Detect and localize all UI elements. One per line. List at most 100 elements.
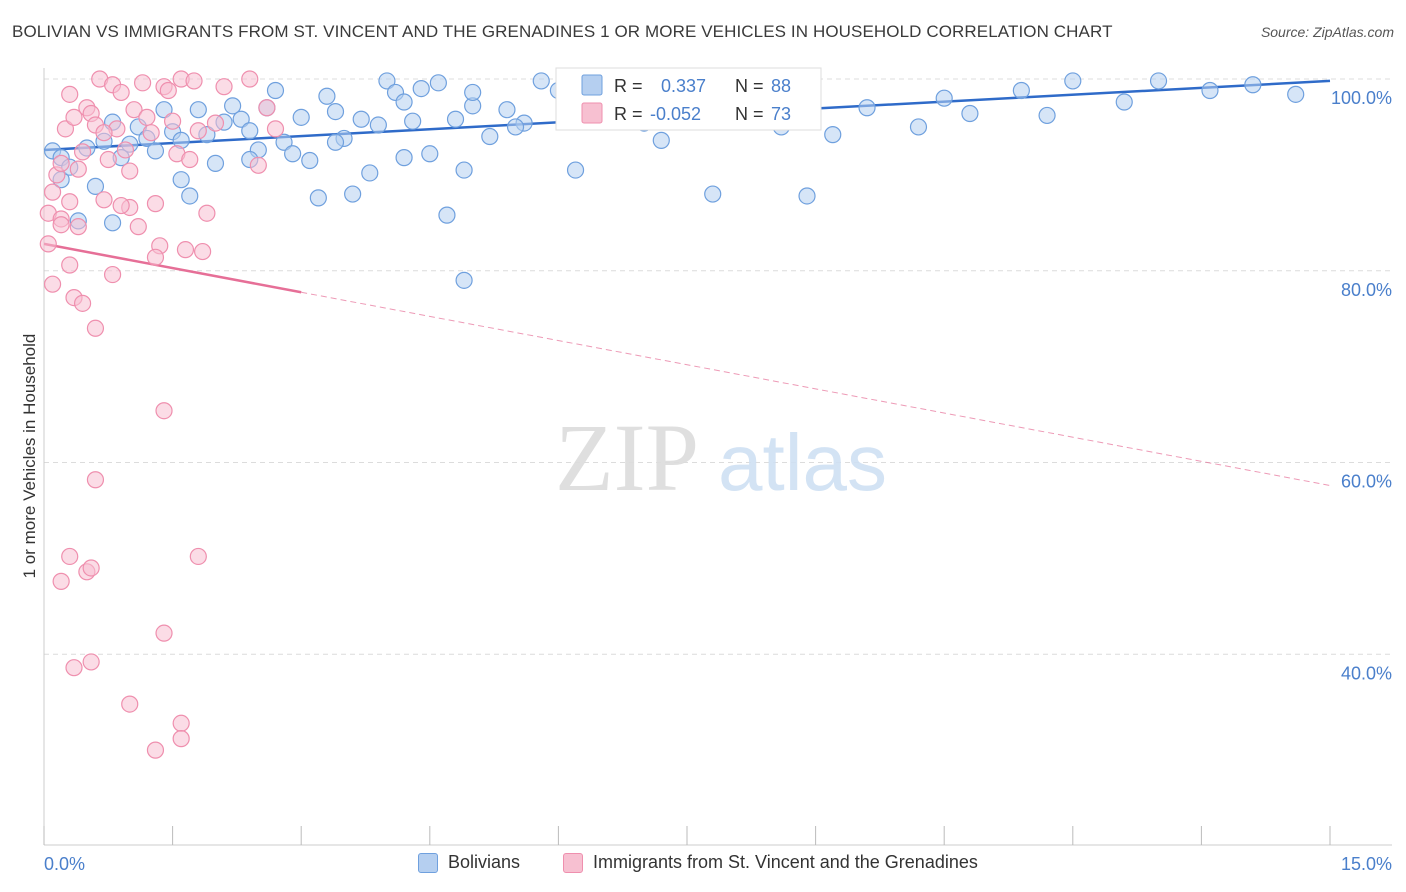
- legend-swatch-immigrants: [581, 102, 603, 124]
- immigrants-point: [172, 730, 190, 748]
- bolivians-point: [189, 101, 207, 119]
- bolivians-point: [1287, 85, 1305, 103]
- bolivians-point: [438, 206, 456, 224]
- immigrants-point: [52, 216, 70, 234]
- immigrants-point: [61, 85, 79, 103]
- bolivians-point: [455, 161, 473, 179]
- bolivians-point: [292, 108, 310, 126]
- immigrants-point: [258, 99, 276, 117]
- bolivians-point: [284, 145, 302, 163]
- immigrants-point: [138, 108, 156, 126]
- bolivians-point: [506, 118, 525, 136]
- bolivians-point: [1201, 81, 1219, 100]
- bolivians-point: [103, 214, 122, 232]
- x-tick-label-min: 0.0%: [44, 854, 85, 874]
- bolivians-point: [704, 185, 722, 203]
- bolivians-point: [464, 83, 482, 102]
- bolivians-point: [652, 131, 670, 149]
- immigrants-point: [142, 124, 160, 142]
- bolivians-point: [412, 79, 430, 98]
- legend-r-label-1: R =: [614, 76, 643, 96]
- immigrants-point: [65, 659, 83, 677]
- immigrants-point: [194, 242, 212, 261]
- legend-swatch-pink: [563, 852, 583, 873]
- x-tick-label-max: 15.0%: [1341, 854, 1392, 874]
- bolivians-point: [1244, 76, 1262, 94]
- trend-line-immigrants-solid: [43, 242, 302, 294]
- legend-label-immigrants: Immigrants from St. Vincent and the Gren…: [593, 852, 978, 872]
- bolivians-point: [824, 126, 842, 144]
- chart-title: BOLIVIAN VS IMMIGRANTS FROM ST. VINCENT …: [12, 22, 1113, 41]
- bolivians-point: [275, 133, 293, 151]
- bolivians-point: [404, 112, 422, 130]
- bolivians-point: [498, 101, 516, 119]
- bolivians-point: [378, 72, 396, 90]
- bolivians-point: [1149, 72, 1168, 90]
- bolivians-point: [326, 102, 345, 121]
- bolivians-point: [421, 145, 439, 163]
- bolivians-point: [909, 118, 928, 136]
- immigrants-point: [189, 547, 207, 566]
- bolivians-point: [455, 271, 473, 289]
- bolivians-point: [206, 154, 225, 172]
- immigrants-point: [172, 714, 190, 732]
- y-tick-label: 40.0%: [1341, 663, 1392, 683]
- legend-item-bolivians[interactable]: Bolivians: [418, 852, 520, 873]
- immigrants-point: [52, 154, 70, 172]
- bolivians-point: [446, 110, 465, 128]
- bolivians-point: [86, 177, 105, 195]
- immigrants-point: [61, 193, 79, 211]
- legend-n-value-2: 73: [771, 104, 791, 124]
- immigrants-point: [249, 156, 267, 174]
- immigrants-point: [215, 78, 233, 96]
- y-axis-label: 1 or more Vehicles in Household: [20, 334, 39, 579]
- series-legend: Bolivians Immigrants from St. Vincent an…: [0, 852, 1406, 876]
- immigrants-point: [99, 150, 117, 169]
- bolivians-point: [935, 89, 953, 107]
- immigrants-point: [266, 120, 285, 138]
- bolivians-point: [395, 93, 413, 111]
- immigrants-point: [52, 572, 70, 590]
- watermark-atlas: atlas: [718, 418, 887, 507]
- immigrants-point: [155, 624, 173, 642]
- immigrants-point: [61, 547, 79, 566]
- bolivians-point: [798, 187, 816, 205]
- legend-swatch-blue: [418, 852, 438, 873]
- data-points: [39, 70, 1305, 759]
- immigrants-point: [112, 196, 130, 215]
- legend-n-value-1: 88: [771, 76, 791, 96]
- bolivians-point: [301, 151, 319, 170]
- bolivians-point: [961, 104, 979, 123]
- y-tick-label: 80.0%: [1341, 280, 1392, 300]
- bolivians-point: [1038, 106, 1056, 125]
- bolivians-point: [566, 161, 585, 179]
- bolivians-point: [344, 185, 362, 203]
- y-tick-labels: 100.0% 80.0% 60.0% 40.0%: [1331, 88, 1392, 683]
- immigrants-point: [206, 114, 225, 132]
- y-tick-label: 60.0%: [1341, 472, 1392, 492]
- immigrants-point: [95, 191, 113, 209]
- immigrants-point: [61, 256, 79, 274]
- immigrants-point: [185, 72, 203, 90]
- bolivians-point: [172, 171, 190, 189]
- immigrants-point: [73, 143, 92, 161]
- legend-label-bolivians: Bolivians: [448, 852, 521, 872]
- bolivians-point: [309, 189, 327, 207]
- bolivians-point: [318, 87, 336, 105]
- bolivians-point: [224, 97, 242, 115]
- immigrants-point: [155, 402, 173, 420]
- bolivians-point: [532, 72, 550, 90]
- immigrants-point: [133, 74, 152, 92]
- immigrants-point: [198, 204, 216, 222]
- immigrants-point: [82, 559, 100, 577]
- immigrants-point: [39, 235, 57, 253]
- immigrants-point: [146, 741, 165, 759]
- bolivians-point: [352, 110, 370, 128]
- immigrants-point: [56, 120, 75, 138]
- legend-r-value-1: 0.337: [661, 76, 706, 96]
- bolivians-point: [326, 133, 345, 151]
- legend-n-label-1: N =: [735, 76, 764, 96]
- legend-item-immigrants[interactable]: Immigrants from St. Vincent and the Gren…: [563, 852, 978, 873]
- legend-swatch-bolivians: [581, 74, 603, 96]
